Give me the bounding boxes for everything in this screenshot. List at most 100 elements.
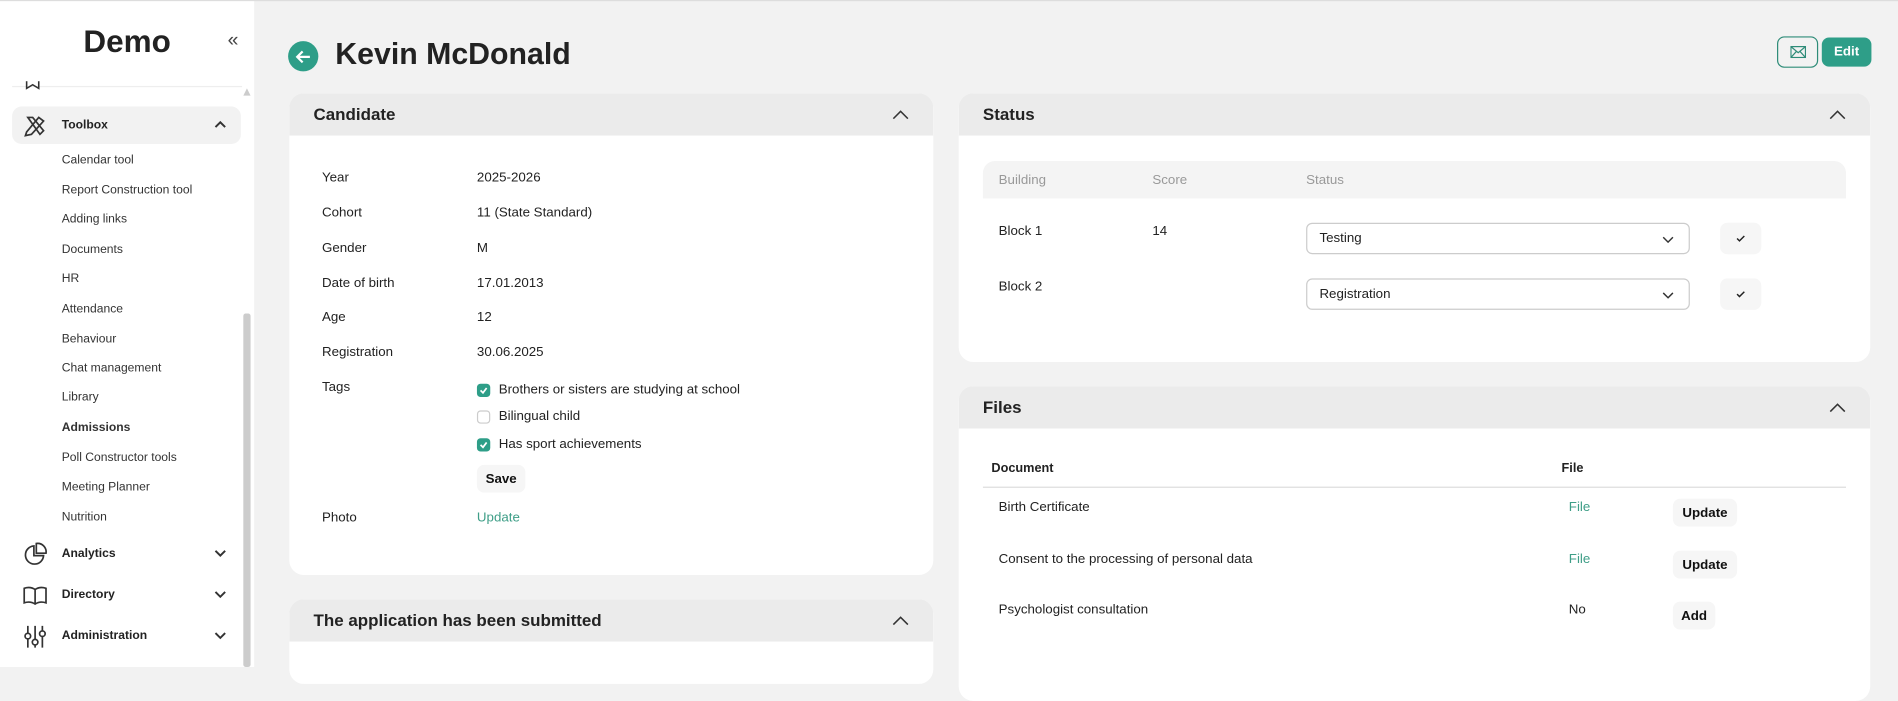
mail-icon: [1789, 45, 1806, 59]
score-cell: 14: [1152, 223, 1168, 239]
field-value-cohort: 11 (State Standard): [476, 205, 593, 221]
confirm-status-button[interactable]: [1720, 222, 1762, 255]
chevron-down-icon: [214, 550, 226, 557]
book-icon: [23, 586, 47, 606]
update-file-button[interactable]: Update: [1672, 550, 1738, 579]
field-value-age: 12: [476, 309, 492, 325]
confirm-status-button[interactable]: [1720, 278, 1762, 310]
sidebar-item-label: Toolbox: [61, 118, 108, 132]
document-name: Psychologist consultation: [998, 602, 1149, 618]
status-card: Status Building Score Status Block 1 14 …: [958, 93, 1871, 362]
field-label-tags: Tags: [321, 380, 351, 395]
back-button[interactable]: [288, 41, 319, 72]
field-value-dob: 17.01.2013: [476, 275, 544, 291]
sidebar-subitem-attendance[interactable]: Attendance: [61, 302, 123, 316]
card-header[interactable]: Status: [958, 93, 1871, 136]
sidebar-subitem-documents[interactable]: Documents: [61, 243, 123, 257]
pie-chart-icon: [24, 542, 47, 565]
card-title: The application has been submitted: [313, 610, 602, 630]
tag-checkbox-siblings[interactable]: [476, 383, 491, 398]
document-name: Birth Certificate: [998, 499, 1090, 515]
edit-button[interactable]: Edit: [1821, 37, 1872, 67]
collapse-sidebar-icon[interactable]: «: [227, 30, 239, 51]
sidebar-item-label: Directory: [61, 588, 115, 602]
file-link[interactable]: File: [1568, 551, 1591, 567]
status-table-header: Building Score Status: [982, 160, 1847, 199]
application-card: The application has been submitted: [289, 599, 934, 684]
field-label-registration: Registration: [321, 344, 394, 360]
sidebar-item-administration[interactable]: Administration: [12, 617, 241, 655]
card-title: Files: [982, 397, 1022, 417]
field-value-gender: M: [476, 240, 489, 256]
field-label-dob: Date of birth: [321, 275, 395, 291]
column-header-building: Building: [998, 173, 1047, 188]
column-header-document: Document: [991, 461, 1054, 476]
card-title: Status: [982, 104, 1035, 124]
column-header-file: File: [1561, 461, 1584, 476]
sidebar-subitem-report-construction[interactable]: Report Construction tool: [61, 183, 193, 198]
sidebar-item-analytics[interactable]: Analytics: [12, 535, 241, 573]
check-icon: [1736, 291, 1745, 298]
sidebar: Demo « Toolbox Calendar tool Report Cons…: [0, 1, 255, 667]
files-card: Files Document File Birth Certificate Fi…: [958, 386, 1871, 701]
sidebar-subitem-nutrition[interactable]: Nutrition: [61, 510, 107, 525]
sidebar-subitem-poll-constructor[interactable]: Poll Constructor tools: [61, 451, 177, 465]
check-icon: [1736, 235, 1745, 242]
sidebar-subitem-adding-links[interactable]: Adding links: [61, 213, 128, 227]
chevron-up-icon[interactable]: [1829, 109, 1846, 120]
chevron-down-icon: [1662, 292, 1674, 299]
arrow-left-icon: [295, 50, 310, 63]
sidebar-item-label: Analytics: [61, 547, 116, 561]
update-photo-link[interactable]: Update: [476, 510, 520, 526]
sidebar-subitem-behaviour[interactable]: Behaviour: [61, 332, 117, 347]
chevron-up-icon: [214, 120, 226, 128]
card-header[interactable]: Files: [958, 386, 1871, 429]
sidebar-subitem-hr[interactable]: HR: [61, 272, 80, 286]
building-cell: Block 1: [998, 223, 1043, 239]
sidebar-subitem-library[interactable]: Library: [61, 390, 99, 405]
sidebar-subitem-calendar-tool[interactable]: Calendar tool: [61, 153, 134, 168]
chevron-up-icon[interactable]: [1829, 402, 1846, 413]
check-icon: [479, 441, 488, 449]
scroll-up-arrow[interactable]: [243, 88, 251, 96]
field-label-cohort: Cohort: [321, 205, 362, 221]
sidebar-subitem-admissions[interactable]: Admissions: [61, 421, 131, 435]
add-file-button[interactable]: Add: [1672, 601, 1716, 630]
chevron-down-icon: [214, 591, 226, 599]
tag-label: Has sport achievements: [498, 436, 642, 452]
file-link[interactable]: File: [1568, 499, 1591, 515]
sliders-icon: [24, 625, 46, 648]
save-tags-button[interactable]: Save: [476, 464, 526, 493]
field-label-gender: Gender: [321, 240, 367, 256]
field-label-age: Age: [321, 309, 346, 325]
bookmark-icon: [25, 81, 40, 90]
building-cell: Block 2: [998, 279, 1043, 295]
tag-checkbox-bilingual[interactable]: [476, 410, 491, 424]
sidebar-subitem-meeting-planner[interactable]: Meeting Planner: [61, 480, 150, 494]
sidebar-item-label: Administration: [61, 629, 148, 643]
chevron-down-icon: [214, 632, 226, 640]
card-header[interactable]: The application has been submitted: [289, 599, 934, 642]
sidebar-scrollbar[interactable]: [243, 313, 251, 667]
card-header[interactable]: Candidate: [289, 93, 934, 136]
send-email-button[interactable]: [1777, 36, 1819, 68]
column-header-status: Status: [1306, 173, 1344, 188]
sidebar-item-toolbox[interactable]: Toolbox: [12, 106, 241, 145]
file-status: No: [1568, 602, 1586, 618]
brand-logo: Demo: [83, 22, 171, 60]
pencil-ruler-icon: [24, 116, 45, 137]
tag-checkbox-sport[interactable]: [476, 438, 491, 452]
tag-label: Brothers or sisters are studying at scho…: [498, 382, 740, 398]
status-select-value: Testing: [1319, 231, 1362, 246]
sidebar-item-directory[interactable]: Directory: [12, 576, 241, 614]
status-select-value: Registration: [1319, 286, 1391, 302]
update-file-button[interactable]: Update: [1672, 498, 1738, 527]
field-value-registration: 30.06.2025: [476, 344, 544, 360]
chevron-up-icon[interactable]: [892, 109, 909, 120]
status-select[interactable]: Registration: [1306, 278, 1690, 310]
chevron-up-icon[interactable]: [892, 615, 909, 626]
field-label-photo: Photo: [321, 510, 357, 526]
sidebar-subitem-chat-management[interactable]: Chat management: [61, 361, 162, 376]
document-name: Consent to the processing of personal da…: [998, 551, 1253, 567]
status-select[interactable]: Testing: [1306, 222, 1690, 255]
